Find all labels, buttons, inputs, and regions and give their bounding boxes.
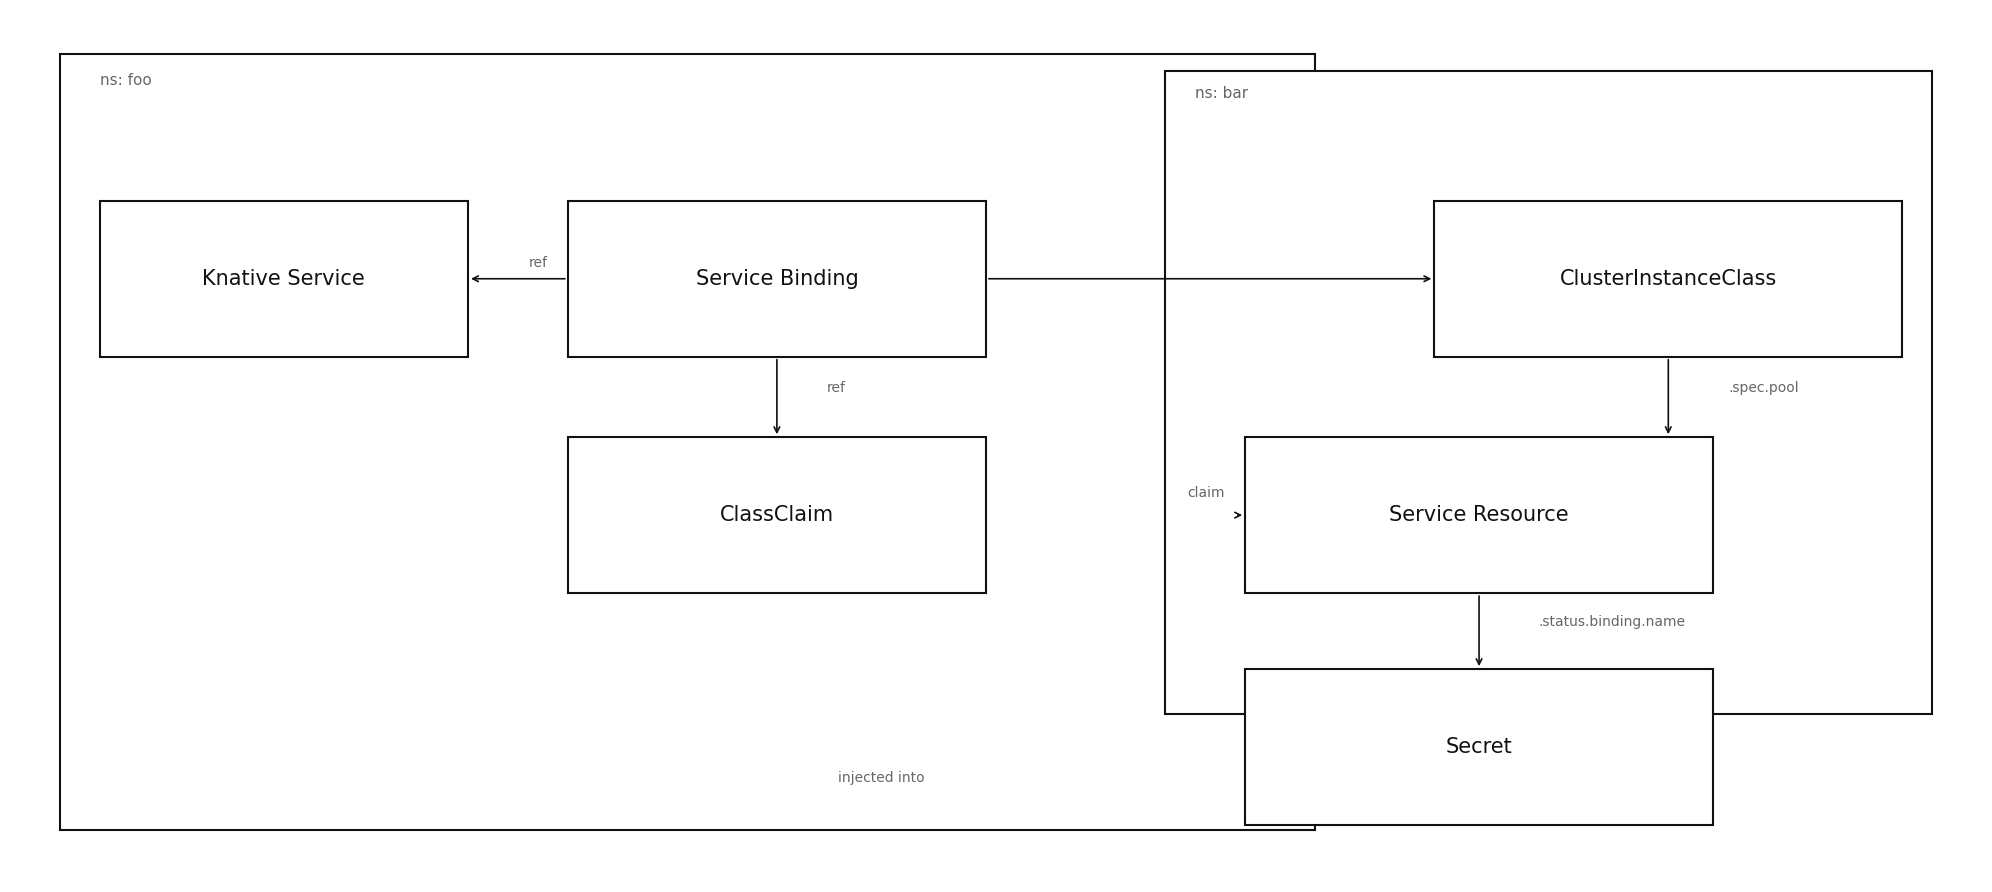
Text: .status.binding.name: .status.binding.name bbox=[1538, 615, 1685, 629]
Text: .spec.pool: .spec.pool bbox=[1729, 381, 1799, 395]
Text: ns: bar: ns: bar bbox=[1195, 87, 1249, 101]
FancyBboxPatch shape bbox=[1245, 437, 1713, 593]
Text: ref: ref bbox=[827, 381, 847, 395]
FancyBboxPatch shape bbox=[1245, 669, 1713, 825]
FancyBboxPatch shape bbox=[1434, 201, 1902, 357]
FancyBboxPatch shape bbox=[100, 201, 468, 357]
Text: Knative Service: Knative Service bbox=[203, 268, 365, 289]
Text: injected into: injected into bbox=[839, 771, 924, 785]
FancyBboxPatch shape bbox=[568, 201, 986, 357]
Text: ClusterInstanceClass: ClusterInstanceClass bbox=[1560, 268, 1777, 289]
Text: Service Binding: Service Binding bbox=[695, 268, 859, 289]
FancyBboxPatch shape bbox=[568, 437, 986, 593]
Text: claim: claim bbox=[1187, 486, 1225, 500]
FancyBboxPatch shape bbox=[1165, 71, 1932, 714]
Text: ns: foo: ns: foo bbox=[100, 73, 151, 87]
Text: Secret: Secret bbox=[1446, 737, 1512, 757]
Text: Service Resource: Service Resource bbox=[1388, 505, 1570, 525]
FancyBboxPatch shape bbox=[60, 54, 1315, 830]
Text: ref: ref bbox=[528, 256, 548, 269]
Text: ClassClaim: ClassClaim bbox=[719, 505, 835, 525]
